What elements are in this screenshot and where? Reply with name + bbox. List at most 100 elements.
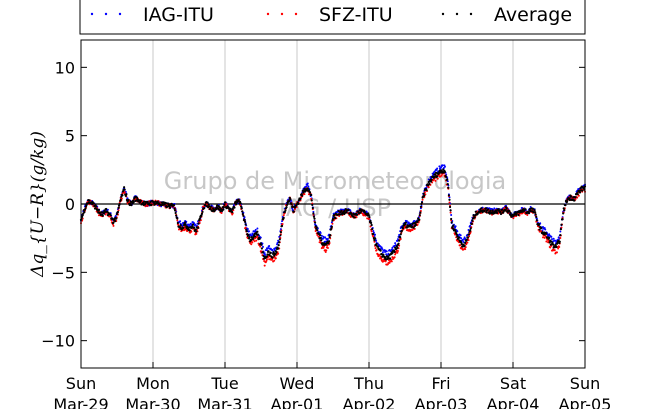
data-point	[187, 227, 190, 230]
data-point	[506, 211, 509, 214]
data-point	[504, 209, 507, 212]
legend-label-average: Average	[494, 4, 572, 26]
data-point	[369, 225, 372, 228]
data-point	[248, 236, 251, 239]
data-point	[116, 210, 120, 214]
data-point	[534, 213, 537, 216]
data-point	[456, 235, 459, 238]
data-point	[181, 224, 184, 227]
data-point	[197, 222, 200, 225]
data-point	[278, 241, 281, 244]
data-point	[260, 243, 263, 246]
data-point	[343, 209, 346, 212]
data-point	[430, 178, 433, 181]
data-point	[381, 251, 384, 254]
data-point	[469, 224, 472, 227]
data-point	[556, 251, 558, 254]
data-point	[349, 209, 352, 212]
data-point	[325, 249, 328, 252]
data-point	[196, 226, 200, 229]
data-point	[429, 180, 433, 183]
data-point	[467, 233, 471, 236]
data-point	[397, 242, 400, 245]
data-point	[526, 213, 529, 216]
data-point	[311, 206, 314, 210]
data-point	[529, 205, 532, 208]
legend-marker	[294, 12, 298, 16]
data-point	[156, 200, 159, 203]
data-point	[303, 193, 306, 196]
data-point	[373, 240, 376, 243]
data-point	[534, 211, 537, 214]
data-point	[271, 249, 274, 252]
data-point	[450, 221, 453, 224]
data-point	[168, 206, 172, 209]
legend: IAG-ITU SFZ-ITU Average	[79, 0, 586, 35]
data-point	[334, 217, 337, 220]
x-tick-date-label: Mar-31	[197, 395, 252, 409]
data-point	[315, 226, 318, 229]
data-point	[195, 232, 198, 235]
data-point	[385, 253, 388, 256]
data-point	[374, 247, 377, 250]
data-point	[104, 213, 107, 216]
data-point	[543, 226, 546, 229]
legend-marker	[469, 12, 473, 16]
data-point	[253, 240, 256, 243]
data-point	[292, 210, 295, 213]
data-point	[557, 236, 560, 239]
data-point	[223, 203, 226, 206]
data-point	[111, 217, 114, 221]
data-point	[471, 219, 474, 222]
data-point	[559, 230, 562, 233]
data-point	[517, 213, 520, 217]
data-point	[268, 244, 271, 247]
data-point	[268, 254, 271, 257]
legend-marker	[455, 12, 459, 16]
data-point	[374, 233, 376, 236]
y-tick-label: 10	[55, 58, 75, 77]
data-point	[381, 247, 384, 250]
data-point	[367, 214, 370, 217]
data-point	[372, 230, 375, 233]
data-point	[291, 205, 294, 208]
data-point	[308, 191, 312, 194]
data-point	[367, 212, 370, 215]
data-point	[345, 211, 348, 214]
data-point	[559, 234, 562, 237]
data-point	[266, 253, 269, 256]
data-point	[508, 210, 511, 213]
data-point	[290, 203, 293, 206]
data-point	[307, 185, 310, 188]
y-tick-label: 0	[65, 195, 75, 214]
data-point	[421, 198, 424, 201]
data-point	[466, 236, 470, 239]
data-point	[386, 257, 389, 261]
data-point	[259, 245, 262, 248]
data-point	[265, 258, 268, 261]
data-point	[242, 214, 245, 218]
data-point	[440, 169, 443, 172]
data-point	[324, 240, 327, 243]
data-point	[340, 209, 343, 212]
data-point	[330, 227, 333, 230]
data-point	[550, 238, 553, 241]
data-point	[333, 213, 336, 217]
data-point	[436, 175, 439, 178]
legend-marker	[441, 12, 445, 16]
data-point	[459, 244, 462, 247]
data-point	[166, 205, 169, 208]
data-point	[562, 212, 565, 215]
data-point	[285, 206, 288, 209]
data-point	[512, 217, 515, 220]
data-point	[279, 231, 283, 234]
data-point	[391, 246, 394, 249]
legend-marker	[90, 12, 94, 16]
data-point	[320, 239, 323, 242]
data-point	[271, 256, 274, 259]
data-point	[176, 221, 179, 225]
data-point	[434, 179, 437, 182]
data-point	[416, 220, 419, 223]
x-tick-day-label: Thu	[353, 374, 384, 393]
data-point	[126, 197, 129, 200]
